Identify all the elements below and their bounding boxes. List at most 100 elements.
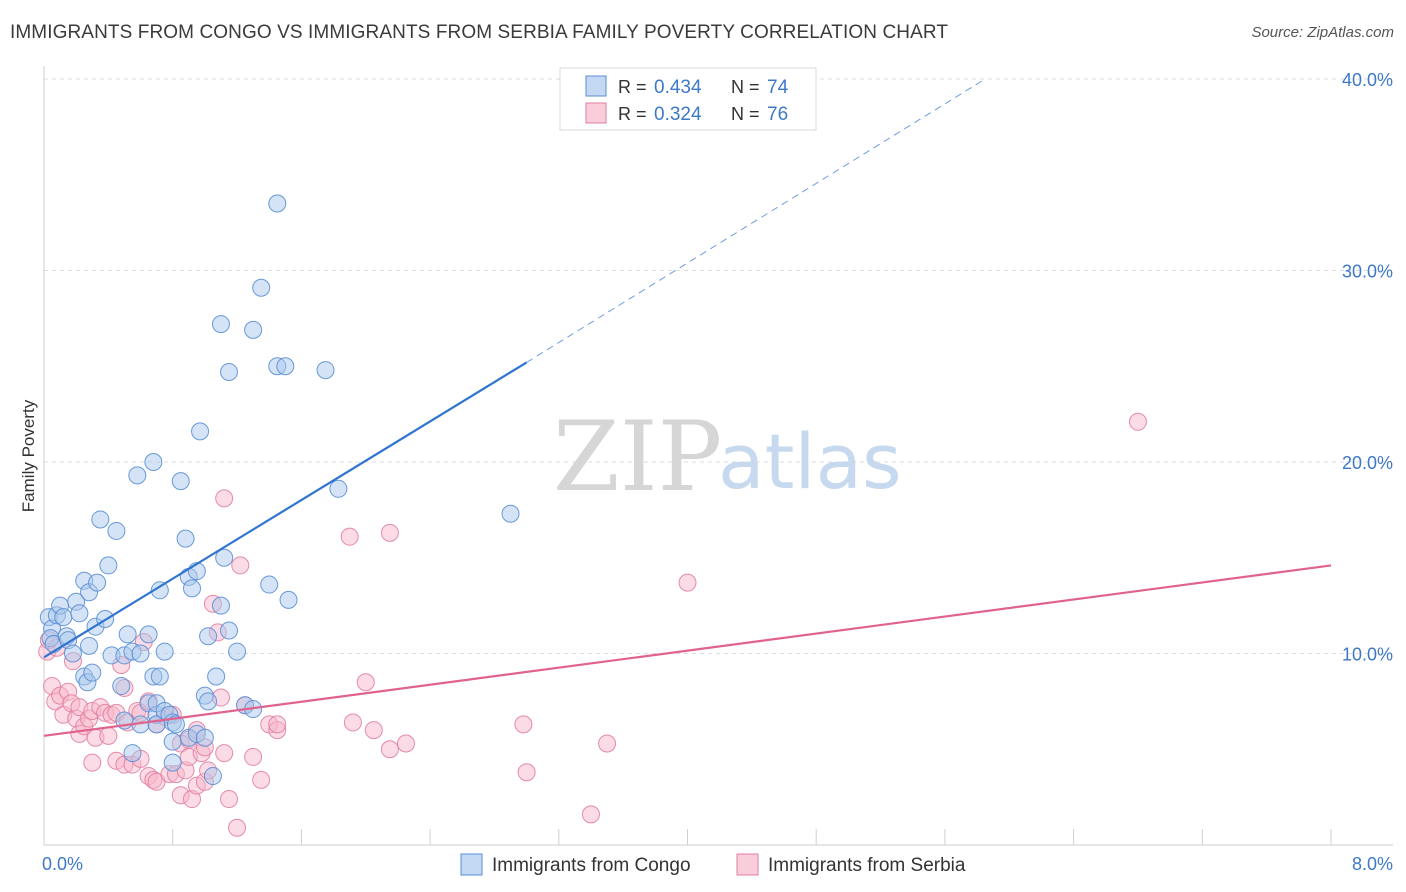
congo-point (63, 644, 82, 663)
congo-point (166, 715, 185, 734)
congo-trend-line (43, 361, 528, 659)
y-axis-label: Family Poverty (19, 399, 38, 512)
congo-point (183, 579, 202, 598)
serbia-point (252, 770, 271, 789)
serbia-point (215, 744, 234, 763)
congo-point (329, 479, 348, 498)
serbia-point (598, 734, 617, 753)
serbia-point (514, 715, 533, 734)
congo-point (128, 466, 147, 485)
y-tick-label: 20.0% (1342, 453, 1393, 473)
congo-point (211, 596, 230, 615)
serbia-point (517, 763, 536, 782)
congo-point (150, 581, 169, 600)
serbia-point (83, 753, 102, 772)
serbia-point (581, 805, 600, 824)
serbia-point (364, 721, 383, 740)
congo-point (215, 548, 234, 567)
watermark-zip: ZIP (553, 401, 722, 513)
congo-point (112, 677, 131, 696)
congo-point (211, 315, 230, 334)
congo-point (191, 422, 210, 441)
congo-point (199, 692, 218, 711)
serbia-r-label: R = (618, 104, 647, 124)
watermark: ZIP atlas (553, 401, 902, 513)
serbia-point (99, 726, 118, 745)
congo-point (228, 642, 247, 661)
serbia-point (1128, 412, 1147, 431)
x-tick-label-max: 8.0% (1352, 854, 1393, 874)
axes (43, 66, 1393, 846)
congo-points (39, 194, 520, 786)
serbia-point (244, 747, 263, 766)
serbia-point (340, 527, 359, 546)
chart-title: IMMIGRANTS FROM CONGO VS IMMIGRANTS FROM… (10, 22, 949, 43)
serbia-point (231, 556, 250, 575)
chart-source: Source: ZipAtlas.com (1251, 24, 1394, 41)
congo-point (80, 636, 99, 655)
serbia-trend-line (43, 564, 1332, 737)
trend-lines (43, 78, 1332, 737)
legend-label-congo: Immigrants from Congo (492, 855, 691, 876)
congo-r-label: R = (618, 77, 647, 97)
congo-point (203, 767, 222, 786)
legend-swatch-serbia (736, 853, 759, 876)
congo-point (144, 453, 163, 471)
congo-point (268, 194, 287, 213)
congo-point (131, 644, 150, 663)
congo-point (88, 573, 107, 592)
congo-trend-extension (526, 78, 986, 363)
watermark-atlas: atlas (718, 417, 902, 506)
congo-point (171, 472, 190, 491)
serbia-stat-swatch (585, 102, 607, 124)
serbia-point (380, 523, 399, 542)
y-tick-label: 40.0% (1342, 70, 1393, 90)
congo-point (83, 663, 102, 682)
serbia-point (678, 573, 697, 592)
congo-point (91, 510, 110, 529)
congo-point (260, 575, 279, 594)
congo-point (199, 627, 218, 646)
congo-point (139, 625, 158, 644)
congo-point (195, 728, 214, 747)
congo-point (279, 590, 298, 609)
serbia-n-label: N = (731, 104, 760, 124)
congo-point (70, 604, 89, 623)
congo-point (163, 753, 182, 772)
serbia-point (228, 818, 247, 837)
y-tick-label: 10.0% (1342, 645, 1393, 665)
serbia-point (343, 713, 362, 732)
congo-r-value: 0.434 (654, 77, 702, 98)
serbia-point (396, 734, 415, 753)
serbia-point (268, 715, 287, 734)
serbia-point (356, 673, 375, 692)
congo-n-label: N = (731, 77, 760, 97)
serbia-r-value: 0.324 (654, 104, 702, 125)
congo-point (54, 608, 73, 627)
congo-point (276, 357, 295, 376)
congo-point (244, 320, 263, 339)
stats-box: R = 0.434 N = 74 R = 0.324 N = 76 (559, 67, 817, 131)
congo-point (107, 521, 126, 540)
congo-point (176, 529, 195, 548)
congo-point (252, 278, 271, 297)
serbia-point (215, 489, 234, 508)
serbia-point (220, 790, 239, 809)
legend-label-serbia: Immigrants from Serbia (768, 855, 966, 876)
congo-stat-swatch (585, 75, 607, 97)
y-tick-labels: 10.0% 20.0% 30.0% 40.0% (1342, 70, 1393, 665)
congo-point (207, 667, 226, 686)
y-tick-label: 30.0% (1342, 262, 1393, 282)
congo-point (123, 744, 142, 763)
congo-n-value: 74 (767, 77, 789, 98)
serbia-n-value: 76 (767, 104, 788, 125)
congo-point (155, 642, 174, 661)
congo-point (118, 625, 137, 644)
serbia-point (380, 740, 399, 759)
congo-point (99, 556, 118, 575)
x-tick-labels: 0.0% 8.0% (42, 854, 1393, 874)
legend-swatch-congo (460, 853, 483, 876)
congo-point (163, 732, 182, 751)
congo-point (501, 504, 520, 523)
